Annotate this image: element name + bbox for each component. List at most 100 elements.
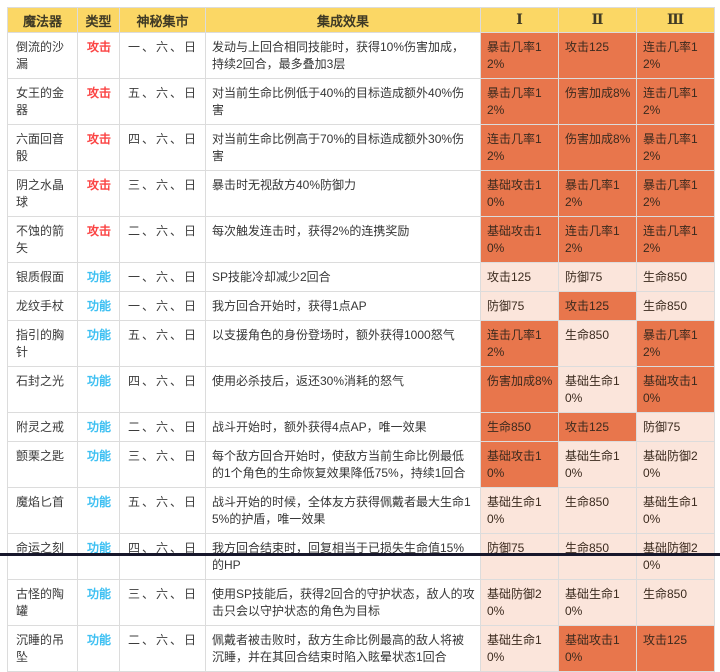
- effect-text: 每个敌方回合开始时，使敌方当前生命比例最低的1个角色的生命恢复效果降低75%，持…: [205, 441, 481, 488]
- market-days: 三、六、日: [119, 170, 206, 217]
- slot-2-value: 生命850: [558, 487, 637, 534]
- item-name: 银质假面: [7, 262, 78, 292]
- item-type: 功能: [77, 291, 120, 321]
- header-slot-1: Ⅰ: [480, 7, 559, 33]
- slot-1-value: 连击几率12%: [480, 124, 559, 171]
- table-row: 倒流的沙漏 攻击 一、六、日 发动与上回合相同技能时，获得10%伤害加成，持续2…: [7, 32, 715, 79]
- magic-item-table: 魔法器 类型 神秘集市 集成效果 Ⅰ Ⅱ Ⅲ 倒流的沙漏 攻击 一、六、日 发动…: [7, 7, 715, 672]
- slot-3-value: 生命850: [636, 579, 715, 626]
- market-days: 四、六、日: [119, 366, 206, 413]
- table-row: 附灵之戒 功能 二、六、日 战斗开始时，额外获得4点AP，唯一效果 生命850 …: [7, 412, 715, 442]
- table-row: 魔焰匕首 功能 五、六、日 战斗开始的时候，全体友方获得佩戴者最大生命15%的护…: [7, 487, 715, 534]
- slot-2-value: 基础生命10%: [558, 579, 637, 626]
- slot-1-value: 基础生命10%: [480, 625, 559, 672]
- market-days: 二、六、日: [119, 216, 206, 263]
- item-name: 指引的胸针: [7, 320, 78, 367]
- slot-1-value: 基础攻击10%: [480, 216, 559, 263]
- header-row: 魔法器 类型 神秘集市 集成效果 Ⅰ Ⅱ Ⅲ: [7, 7, 715, 33]
- table-row: 石封之光 功能 四、六、日 使用必杀技后，返还30%消耗的怒气 伤害加成8% 基…: [7, 366, 715, 413]
- table-row: 沉睡的吊坠 功能 二、六、日 佩戴者被击败时，敌方生命比例最高的敌人将被沉睡，并…: [7, 625, 715, 672]
- table-row: 银质假面 功能 一、六、日 SP技能冷却减少2回合 攻击125 防御75 生命8…: [7, 262, 715, 292]
- item-name: 附灵之戒: [7, 412, 78, 442]
- slot-2-value: 防御75: [558, 262, 637, 292]
- item-type: 功能: [77, 579, 120, 626]
- slot-2-value: 攻击125: [558, 32, 637, 79]
- slot-3-value: 基础生命10%: [636, 487, 715, 534]
- slot-3-value: 连击几率12%: [636, 32, 715, 79]
- slot-2-value: 连击几率12%: [558, 216, 637, 263]
- item-name: 不蚀的箭矢: [7, 216, 78, 263]
- item-name: 命运之刻: [7, 533, 78, 580]
- market-days: 三、六、日: [119, 441, 206, 488]
- item-name: 古怪的陶罐: [7, 579, 78, 626]
- effect-text: 战斗开始时，额外获得4点AP，唯一效果: [205, 412, 481, 442]
- effect-text: 使用SP技能后，获得2回合的守护状态，敌人的攻击只会以守护状态的角色为目标: [205, 579, 481, 626]
- market-days: 三、六、日: [119, 579, 206, 626]
- effect-text: 对当前生命比例高于70%的目标造成额外30%伤害: [205, 124, 481, 171]
- market-days: 四、六、日: [119, 124, 206, 171]
- item-name: 龙纹手杖: [7, 291, 78, 321]
- effect-text: 发动与上回合相同技能时，获得10%伤害加成，持续2回合，最多叠加3层: [205, 32, 481, 79]
- item-type: 攻击: [77, 78, 120, 125]
- slot-2-value: 伤害加成8%: [558, 78, 637, 125]
- table-row: 颤栗之匙 功能 三、六、日 每个敌方回合开始时，使敌方当前生命比例最低的1个角色…: [7, 441, 715, 488]
- item-type: 攻击: [77, 124, 120, 171]
- effect-text: 战斗开始的时候，全体友方获得佩戴者最大生命15%的护盾，唯一效果: [205, 487, 481, 534]
- slot-3-value: 生命850: [636, 291, 715, 321]
- item-type: 攻击: [77, 216, 120, 263]
- market-days: 一、六、日: [119, 262, 206, 292]
- slot-2-value: 基础攻击10%: [558, 625, 637, 672]
- slot-2-value: 伤害加成8%: [558, 124, 637, 171]
- table-row: 不蚀的箭矢 攻击 二、六、日 每次触发连击时，获得2%的连携奖励 基础攻击10%…: [7, 216, 715, 263]
- slot-1-value: 连击几率12%: [480, 320, 559, 367]
- table-row: 六面回音骰 攻击 四、六、日 对当前生命比例高于70%的目标造成额外30%伤害 …: [7, 124, 715, 171]
- item-name: 女王的金器: [7, 78, 78, 125]
- header-type: 类型: [77, 7, 120, 33]
- table-row: 龙纹手杖 功能 一、六、日 我方回合开始时，获得1点AP 防御75 攻击125 …: [7, 291, 715, 321]
- market-days: 一、六、日: [119, 291, 206, 321]
- slot-3-value: 基础防御20%: [636, 441, 715, 488]
- effect-text: 我方回合开始时，获得1点AP: [205, 291, 481, 321]
- effect-text: SP技能冷却减少2回合: [205, 262, 481, 292]
- slot-1-value: 防御75: [480, 291, 559, 321]
- effect-text: 暴击时无视敌方40%防御力: [205, 170, 481, 217]
- slot-3-value: 暴击几率12%: [636, 320, 715, 367]
- effect-text: 佩戴者被击败时，敌方生命比例最高的敌人将被沉睡，并在其回合结束时陷入眩晕状态1回…: [205, 625, 481, 672]
- item-type: 功能: [77, 441, 120, 488]
- market-days: 二、六、日: [119, 412, 206, 442]
- slot-1-value: 基础攻击10%: [480, 441, 559, 488]
- effect-text: 每次触发连击时，获得2%的连携奖励: [205, 216, 481, 263]
- market-days: 四、六、日: [119, 533, 206, 580]
- slot-2-value: 生命850: [558, 533, 637, 580]
- table-row: 命运之刻 功能 四、六、日 我方回合结束时，回复相当于已损失生命值15%的HP …: [7, 533, 715, 580]
- slot-3-value: 生命850: [636, 262, 715, 292]
- item-type: 攻击: [77, 170, 120, 217]
- slot-3-value: 防御75: [636, 412, 715, 442]
- slot-1-value: 生命850: [480, 412, 559, 442]
- item-name: 石封之光: [7, 366, 78, 413]
- slot-3-value: 连击几率12%: [636, 216, 715, 263]
- slot-2-value: 基础生命10%: [558, 366, 637, 413]
- table-row: 阴之水晶球 攻击 三、六、日 暴击时无视敌方40%防御力 基础攻击10% 暴击几…: [7, 170, 715, 217]
- table-bottom-border: [0, 553, 720, 556]
- slot-2-value: 暴击几率12%: [558, 170, 637, 217]
- slot-3-value: 连击几率12%: [636, 78, 715, 125]
- slot-1-value: 暴击几率12%: [480, 78, 559, 125]
- table-row: 女王的金器 攻击 五、六、日 对当前生命比例低于40%的目标造成额外40%伤害 …: [7, 78, 715, 125]
- item-type: 功能: [77, 487, 120, 534]
- slot-3-value: 暴击几率12%: [636, 124, 715, 171]
- item-type: 功能: [77, 533, 120, 580]
- effect-text: 以支援角色的身份登场时，额外获得1000怒气: [205, 320, 481, 367]
- slot-2-value: 攻击125: [558, 291, 637, 321]
- item-name: 沉睡的吊坠: [7, 625, 78, 672]
- slot-1-value: 伤害加成8%: [480, 366, 559, 413]
- slot-3-value: 基础攻击10%: [636, 366, 715, 413]
- slot-3-value: 攻击125: [636, 625, 715, 672]
- header-slot-2: Ⅱ: [558, 7, 637, 33]
- effect-text: 我方回合结束时，回复相当于已损失生命值15%的HP: [205, 533, 481, 580]
- item-type: 功能: [77, 366, 120, 413]
- market-days: 二、六、日: [119, 625, 206, 672]
- item-name: 六面回音骰: [7, 124, 78, 171]
- item-name: 颤栗之匙: [7, 441, 78, 488]
- item-name: 倒流的沙漏: [7, 32, 78, 79]
